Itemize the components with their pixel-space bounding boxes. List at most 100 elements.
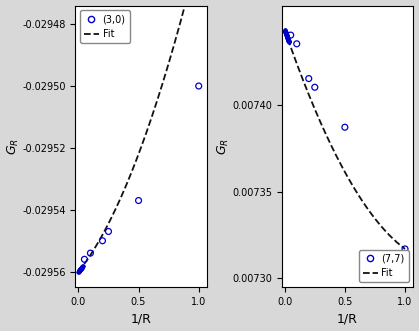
Point xyxy=(77,266,84,272)
Point xyxy=(284,35,291,40)
Point xyxy=(283,32,290,37)
Point xyxy=(78,265,85,271)
Point xyxy=(283,32,290,37)
Point xyxy=(282,28,288,33)
Point xyxy=(285,37,292,43)
Point xyxy=(284,35,291,40)
Point xyxy=(75,269,82,274)
Point xyxy=(282,31,289,36)
Point xyxy=(284,33,290,39)
Point xyxy=(282,29,289,34)
Point xyxy=(79,263,86,269)
Point xyxy=(283,33,290,38)
Point xyxy=(285,37,292,42)
Point xyxy=(79,264,86,269)
Point xyxy=(283,32,290,37)
Point xyxy=(282,28,288,33)
Point xyxy=(284,34,290,39)
Point xyxy=(79,264,85,270)
Point xyxy=(283,33,290,39)
Point xyxy=(282,30,289,36)
Point xyxy=(77,267,83,272)
Legend: (3,0), Fit: (3,0), Fit xyxy=(80,10,129,43)
Point xyxy=(135,198,142,203)
Point xyxy=(284,35,291,41)
Point xyxy=(285,37,291,42)
Point xyxy=(105,229,112,234)
Point xyxy=(293,41,300,46)
Point xyxy=(76,267,83,273)
Point xyxy=(285,39,292,44)
Point xyxy=(285,38,292,43)
Point xyxy=(76,268,83,273)
Point xyxy=(282,29,289,34)
Point xyxy=(285,38,292,44)
Point xyxy=(78,265,85,270)
Point xyxy=(76,268,83,273)
Point xyxy=(75,269,82,274)
Point xyxy=(79,264,85,269)
Point xyxy=(285,37,292,42)
Point xyxy=(78,265,85,270)
Point xyxy=(282,28,288,34)
Point xyxy=(78,265,85,271)
Point xyxy=(78,266,84,271)
X-axis label: 1/R: 1/R xyxy=(131,312,152,325)
Point xyxy=(76,268,83,274)
Point xyxy=(79,264,86,269)
Point xyxy=(79,264,85,270)
Point xyxy=(75,269,82,274)
Point xyxy=(282,30,289,35)
Point xyxy=(76,268,83,273)
Point xyxy=(77,267,83,272)
Point xyxy=(77,266,84,272)
Point xyxy=(284,35,291,41)
Point xyxy=(78,265,85,270)
Point xyxy=(283,31,290,36)
Point xyxy=(285,38,292,43)
Point xyxy=(285,38,292,43)
Point xyxy=(284,35,291,41)
Point xyxy=(76,268,83,273)
Point xyxy=(282,31,289,36)
Point xyxy=(77,266,84,272)
Point xyxy=(78,266,84,271)
Point xyxy=(78,264,85,270)
Point xyxy=(282,27,288,33)
Point xyxy=(78,265,85,271)
Point xyxy=(78,266,84,271)
Y-axis label: $G_R$: $G_R$ xyxy=(5,138,21,155)
Point xyxy=(79,264,86,269)
Point xyxy=(76,268,83,273)
Point xyxy=(282,28,288,33)
Point xyxy=(78,266,84,271)
Point xyxy=(285,39,292,44)
Point xyxy=(78,265,85,270)
Point xyxy=(283,32,290,37)
Point xyxy=(284,34,290,40)
Point xyxy=(282,28,288,33)
Point xyxy=(284,34,290,39)
Point xyxy=(78,266,84,271)
Point xyxy=(78,265,85,270)
Point xyxy=(282,30,289,35)
Point xyxy=(285,36,291,41)
Point xyxy=(79,264,85,270)
Point xyxy=(284,36,291,41)
Point xyxy=(283,31,290,36)
Point xyxy=(79,264,85,269)
Point xyxy=(77,267,83,272)
Point xyxy=(283,31,290,36)
Point xyxy=(77,267,83,272)
Point xyxy=(77,266,84,271)
Point xyxy=(285,36,291,42)
Point xyxy=(76,267,83,273)
Point xyxy=(77,267,83,272)
Point xyxy=(282,29,289,34)
Point xyxy=(75,269,82,274)
Point xyxy=(78,265,85,270)
Point xyxy=(282,28,288,33)
Point xyxy=(76,268,83,273)
Point xyxy=(76,268,83,273)
Point xyxy=(195,83,202,89)
